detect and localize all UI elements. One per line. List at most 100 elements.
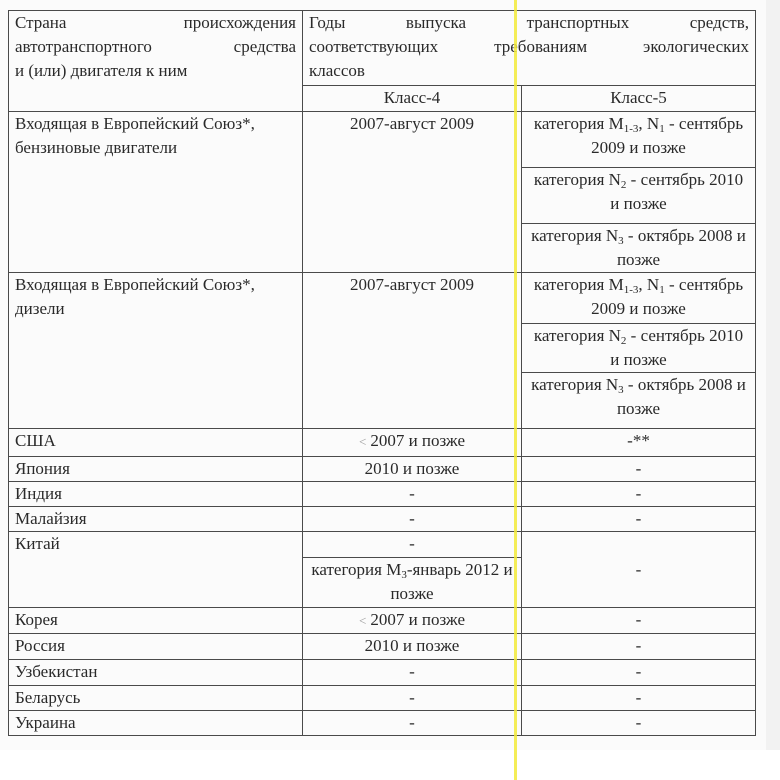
country-cell: Беларусь (8, 685, 303, 711)
class5-cell: - (521, 659, 756, 686)
table-subrow: категория N3 - октябрь 2008 и позже (9, 372, 756, 429)
scan-edge (766, 0, 780, 750)
table-subrow: категория N3 - октябрь 2008 и позже (9, 223, 756, 273)
class4-cell: категория M3-январь 2012 и позже (302, 557, 522, 608)
table-row: Китай - - (8, 531, 756, 608)
header-text: происхождения (183, 13, 296, 32)
class5-cell: категория N3 - октябрь 2008 и позже (521, 223, 756, 273)
header-class4: Класс-4 (302, 85, 522, 112)
class4-cell: 2007-август 2009 (302, 272, 522, 429)
subscript: 3 (618, 384, 624, 396)
country-cell: Корея (8, 607, 303, 634)
subscript: 2 (620, 179, 627, 191)
table-row: Украина - - (8, 710, 756, 736)
table-row: Узбекистан - - (8, 659, 756, 686)
header-text: автотранспортного средства (15, 37, 296, 56)
class4-cell: <2007 и позже (302, 428, 522, 457)
cell-text: категория N (533, 326, 621, 345)
cell-text: категория M (311, 560, 402, 579)
header-text: Страна (15, 13, 67, 32)
class5-cell: - (521, 531, 756, 608)
class5-cell: -** (521, 428, 756, 457)
cell-text: -январь 2012 и позже (390, 560, 513, 603)
subscript: 3 (401, 569, 407, 581)
class4-cell: - (302, 659, 522, 686)
class5-cell: - (521, 710, 756, 736)
subscript: 3 (618, 235, 624, 247)
table-row: США <2007 и позже -** (8, 428, 756, 457)
header-country: Страна происхождения автотранспортного ср… (8, 10, 303, 112)
cell-text: 2007 и позже (370, 431, 465, 450)
country-cell: Узбекистан (8, 659, 303, 686)
table-subrow: категория N2 - сентябрь 2010 и позже (9, 167, 756, 224)
class4-cell: 2007-август 2009 (302, 111, 522, 273)
cell-text: , N (638, 275, 660, 294)
class4-cell: <2007 и позже (302, 607, 522, 634)
class5-cell: - (521, 506, 756, 532)
cell-text: , N (638, 114, 660, 133)
class5-cell: категория M1-3, N1 - сентябрь 2009 и поз… (521, 111, 756, 168)
class5-cell: категория N2 - сентябрь 2010 и позже (521, 167, 756, 224)
class-header-row: Класс-4 Класс-5 (9, 85, 756, 112)
header-class5: Класс-5 (521, 85, 756, 112)
cell-text: категория N (531, 375, 619, 394)
class5-cell: - (521, 607, 756, 634)
table-row: Малайзия - - (8, 506, 756, 532)
pen-mark-icon: < (358, 434, 367, 449)
cell-text: категория M (533, 275, 624, 294)
class5-cell: категория N3 - октябрь 2008 и позже (521, 372, 756, 429)
cell-text: - сентябрь 2009 и позже (591, 114, 744, 157)
cell-text: 2007 и позже (370, 610, 465, 629)
class5-cell: категория N2 - сентябрь 2010 и позже (521, 323, 756, 373)
country-cell: Украина (8, 710, 303, 736)
table-row: Япония 2010 и позже - (8, 456, 756, 482)
table-row: Беларусь - - (8, 685, 756, 711)
cell-text: - сентябрь 2010 и позже (610, 326, 744, 369)
subscript: 1-3 (623, 123, 639, 135)
class4-cell: - (302, 506, 522, 532)
class5-cell: категория M1-3, N1 - сентябрь 2009 и поз… (521, 272, 756, 324)
highlighter-line (514, 0, 517, 780)
class5-cell: - (521, 456, 756, 482)
class5-cell: - (521, 685, 756, 711)
table-row: Входящая в Европейский Союз*, бензиновые… (8, 111, 756, 273)
table-row: Россия 2010 и позже - (8, 633, 756, 660)
class4-cell: - (302, 710, 522, 736)
subscript: 1 (659, 284, 665, 296)
class4-cell: - (302, 685, 522, 711)
eco-class-table: Страна происхождения автотранспортного ср… (8, 10, 756, 736)
cell-text: категория N (533, 170, 621, 189)
class4-cell: - (302, 481, 522, 507)
class4-cell: 2010 и позже (302, 633, 522, 660)
table-row: Входящая в Европейский Союз*, дизели 200… (8, 272, 756, 429)
header-text: соответствующих требованиям экологически… (309, 37, 749, 56)
country-cell: Малайзия (8, 506, 303, 532)
header-text: классов (309, 61, 365, 80)
country-cell: США (8, 428, 303, 457)
country-cell: Индия (8, 481, 303, 507)
table-subrow: категория M3-январь 2012 и позже (9, 557, 756, 608)
country-cell: Китай (8, 531, 303, 608)
table-row: Корея <2007 и позже - (8, 607, 756, 634)
class4-cell: - (302, 531, 522, 558)
cell-text: - сентябрь 2009 и позже (591, 275, 744, 318)
header-text: Годы выпуска транспортных средств, (309, 13, 749, 32)
class4-cell: 2010 и позже (302, 456, 522, 482)
pen-mark-icon: < (358, 613, 367, 628)
country-cell: Россия (8, 633, 303, 660)
class5-cell: - (521, 633, 756, 660)
cell-text: - октябрь 2008 и позже (616, 226, 746, 269)
cell-text: - сентябрь 2010 и позже (610, 170, 744, 213)
country-cell: Входящая в Европейский Союз*, бензиновые… (8, 111, 303, 273)
country-cell: Япония (8, 456, 303, 482)
country-cell: Входящая в Европейский Союз*, дизели (8, 272, 303, 429)
table-subrow: категория N2 - сентябрь 2010 и позже (9, 323, 756, 373)
subscript: 2 (620, 335, 627, 347)
cell-text: категория N (531, 226, 619, 245)
header-text: и (или) двигателя к ним (15, 61, 188, 80)
header-years: Годы выпуска транспортных средств, соотв… (302, 10, 756, 86)
subscript: 1 (659, 123, 665, 135)
header-row: Страна происхождения автотранспортного ср… (8, 10, 756, 112)
subscript: 1-3 (623, 284, 639, 296)
table-row: Индия - - (8, 481, 756, 507)
